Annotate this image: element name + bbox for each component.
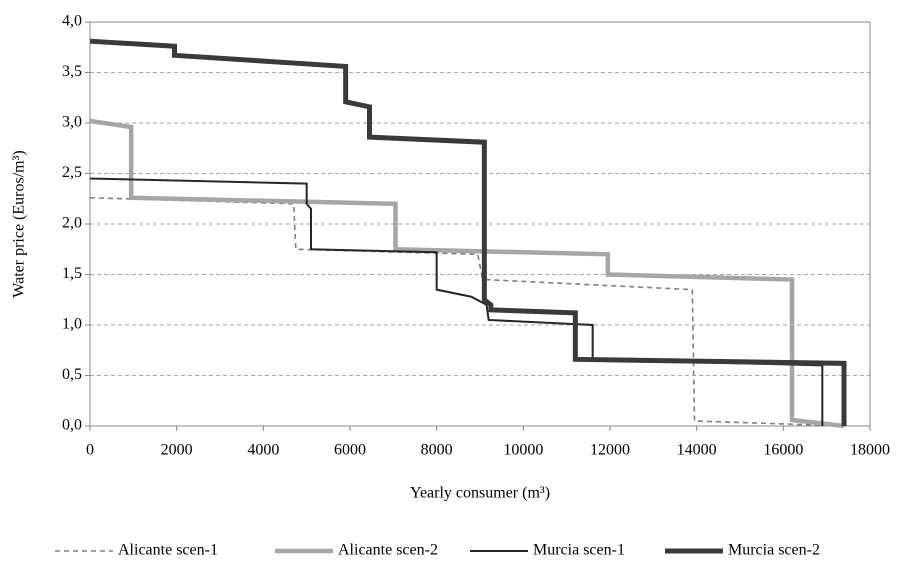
series-line (89, 177, 824, 426)
y-tick-label: 2,0 (62, 215, 82, 232)
x-tick-label: 2000 (161, 442, 193, 459)
x-tick-label: 6000 (334, 442, 366, 459)
y-tick-label: 0,5 (62, 366, 82, 383)
x-tick-label: 18000 (850, 442, 890, 459)
legend-label: Murcia scen-2 (728, 542, 820, 559)
y-tick-label: 4,0 (62, 13, 82, 30)
x-tick-label: 4000 (247, 442, 279, 459)
x-tick-label: 16000 (763, 442, 803, 459)
y-tick-label: 3,5 (62, 63, 82, 80)
legend-label: Alicante scen-1 (118, 542, 218, 559)
x-tick-label: 14000 (677, 442, 717, 459)
y-tick-label: 3,0 (62, 114, 82, 131)
legend-label: Alicante scen-2 (338, 542, 438, 559)
x-axis-title: Yearly consumer (m³) (410, 485, 550, 502)
plot-frame (89, 21, 871, 427)
series-line (89, 196, 845, 427)
y-tick-label: 0,0 (62, 417, 82, 434)
x-tick-label: 8000 (421, 442, 453, 459)
series-line (89, 118, 845, 429)
y-tick-label: 2,5 (62, 164, 82, 181)
y-axis-title: Water price (Euros/m³) (11, 150, 28, 297)
y-tick-label: 1,0 (62, 316, 82, 333)
y-tick-label: 1,5 (62, 265, 82, 282)
legend-label: Murcia scen-1 (533, 542, 625, 559)
x-tick-label: 10000 (503, 442, 543, 459)
x-tick-label: 0 (86, 442, 94, 459)
series-line (89, 38, 847, 426)
x-tick-label: 12000 (590, 442, 630, 459)
